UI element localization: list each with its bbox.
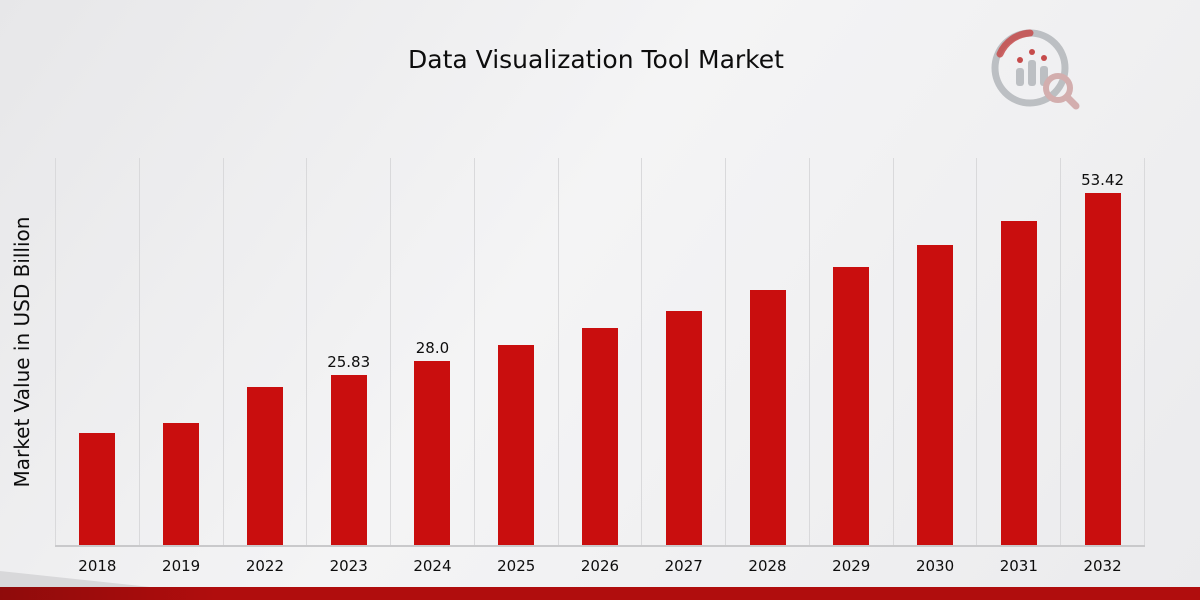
x-tick-label: 2030	[915, 557, 955, 575]
chart-column: 2031	[976, 158, 1060, 575]
bar-2024: 28.0	[414, 339, 451, 545]
bar-2018	[79, 433, 116, 545]
bar-value-label: 28.0	[415, 338, 450, 357]
bar-value-label: 25.83	[327, 353, 371, 371]
plot-area: 2018 2019 2022 25.83 2023 28.0 2024 2025 2026 202…	[55, 158, 1145, 575]
bar-2023: 25.83	[327, 353, 370, 545]
x-tick-label: 2019	[162, 557, 201, 575]
x-tick-label: 2031	[999, 557, 1038, 575]
chart-column: 25.83 2023	[306, 158, 390, 575]
chart-column: 53.42 2032	[1060, 158, 1145, 575]
y-axis-label: Market Value in USD Billion	[10, 216, 34, 488]
bar-2028	[749, 289, 786, 545]
chart-column: 2019	[138, 158, 223, 575]
x-tick-label: 2028	[748, 557, 787, 575]
chart-column: 2029	[808, 158, 893, 575]
x-tick-label: 2018	[78, 557, 117, 575]
chart-column: 2022	[222, 158, 307, 575]
bar-2027	[665, 311, 702, 545]
footer-accent-wedge	[0, 571, 150, 587]
footer-accent-bar	[0, 587, 1200, 600]
x-tick-label: 2022	[245, 557, 284, 575]
chart-column: 2026	[557, 158, 642, 575]
x-tick-label: 2032	[1083, 557, 1122, 575]
bar-value-label: 53.42	[1081, 171, 1125, 190]
chart-column: 2018	[55, 158, 139, 575]
x-tick-label: 2025	[497, 557, 536, 575]
bar-2026	[581, 328, 618, 545]
market-research-logo-icon	[991, 29, 1080, 110]
bar-2022	[246, 387, 283, 545]
x-tick-label: 2024	[413, 557, 452, 575]
bar-2019	[163, 422, 200, 545]
chart-column: 2025	[473, 158, 558, 575]
bar-2031	[1000, 220, 1037, 545]
chart-column: 28.0 2024	[390, 158, 474, 575]
x-tick-label: 2029	[832, 557, 871, 575]
chart-column: 2030	[892, 158, 977, 575]
bar-2029	[833, 266, 870, 545]
bar-2030	[917, 244, 954, 545]
chart-column: 2028	[725, 158, 809, 575]
chart-title: Data Visualization Tool Market	[408, 45, 784, 74]
chart-column: 2027	[641, 158, 725, 575]
bar-2032: 53.42	[1081, 171, 1124, 545]
x-tick-label: 2023	[329, 557, 368, 575]
x-tick-label: 2027	[664, 557, 703, 575]
bar-2025	[498, 345, 535, 545]
x-tick-label: 2026	[580, 557, 620, 575]
